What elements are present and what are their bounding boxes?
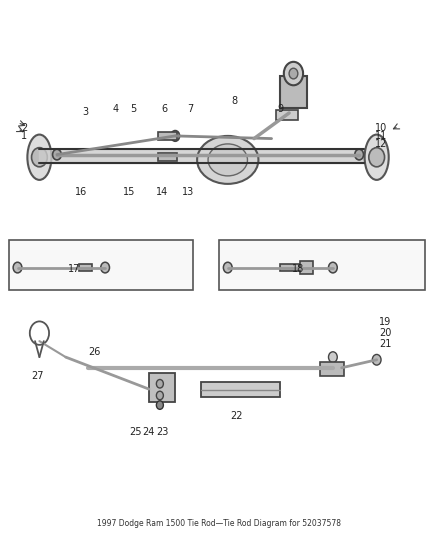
Text: 24: 24	[143, 427, 155, 437]
Circle shape	[328, 361, 338, 374]
Text: 19: 19	[379, 318, 392, 327]
Circle shape	[156, 379, 163, 388]
Text: 8: 8	[231, 96, 237, 106]
Text: 9: 9	[277, 104, 283, 114]
Text: 27: 27	[31, 371, 43, 381]
Ellipse shape	[27, 135, 52, 180]
Text: 6: 6	[161, 104, 167, 114]
Circle shape	[171, 131, 180, 141]
Text: 18: 18	[292, 264, 304, 274]
Circle shape	[355, 149, 364, 160]
Bar	[320, 362, 344, 376]
Text: 11: 11	[375, 131, 387, 141]
Circle shape	[289, 68, 298, 79]
Circle shape	[32, 148, 47, 167]
Bar	[149, 373, 175, 402]
Ellipse shape	[208, 144, 247, 176]
Circle shape	[223, 262, 232, 273]
Circle shape	[369, 148, 385, 167]
Text: 25: 25	[130, 427, 142, 437]
Bar	[276, 110, 298, 120]
Circle shape	[328, 262, 337, 273]
Circle shape	[101, 262, 110, 273]
Text: 22: 22	[230, 411, 243, 421]
Bar	[219, 240, 425, 290]
Text: 20: 20	[379, 328, 392, 338]
Bar	[158, 132, 177, 140]
Text: 21: 21	[379, 339, 392, 349]
Text: 5: 5	[131, 104, 137, 114]
Bar	[79, 264, 92, 271]
Text: 10: 10	[375, 123, 387, 133]
Text: 1: 1	[21, 131, 27, 141]
Text: 12: 12	[375, 139, 387, 149]
Bar	[300, 261, 313, 274]
Ellipse shape	[364, 135, 389, 180]
Text: 7: 7	[187, 104, 194, 114]
Circle shape	[13, 262, 22, 273]
Bar	[201, 382, 280, 397]
Text: 2: 2	[21, 123, 27, 133]
Text: 13: 13	[182, 187, 194, 197]
Circle shape	[372, 354, 381, 365]
Text: 17: 17	[68, 264, 81, 274]
Bar	[280, 264, 300, 271]
Circle shape	[53, 149, 61, 160]
Text: 4: 4	[113, 104, 119, 114]
Circle shape	[328, 352, 337, 362]
Bar	[158, 153, 177, 161]
Text: 3: 3	[82, 107, 88, 117]
Text: 15: 15	[123, 187, 135, 197]
Bar	[280, 76, 307, 108]
Text: 23: 23	[156, 427, 168, 437]
Text: 14: 14	[156, 187, 168, 197]
Text: 1997 Dodge Ram 1500 Tie Rod—Tie Rod Diagram for 52037578: 1997 Dodge Ram 1500 Tie Rod—Tie Rod Diag…	[97, 519, 341, 528]
Circle shape	[156, 401, 163, 409]
Ellipse shape	[197, 136, 258, 184]
Text: 16: 16	[75, 187, 87, 197]
Circle shape	[156, 391, 163, 400]
Circle shape	[284, 62, 303, 85]
Bar	[9, 240, 193, 290]
Text: 26: 26	[88, 347, 100, 357]
